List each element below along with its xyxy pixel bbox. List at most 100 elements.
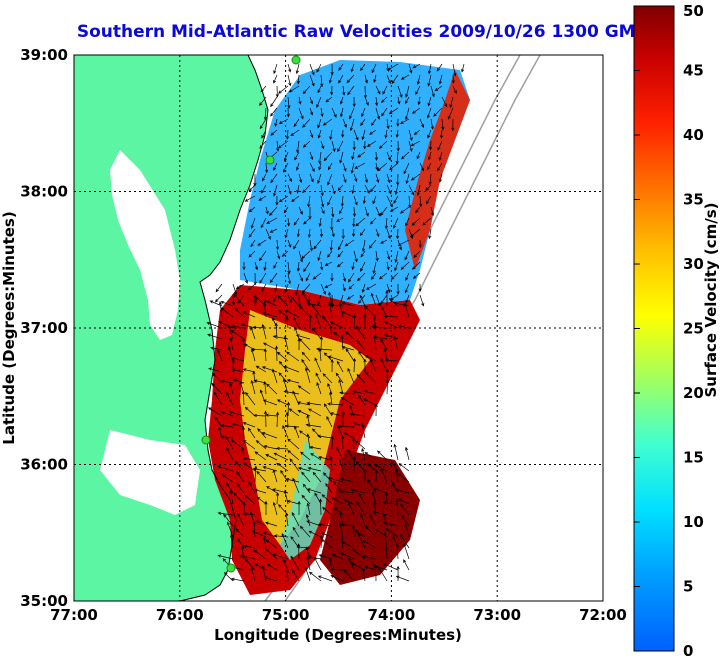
velocity-arrow: [312, 471, 322, 483]
velocity-arrow: [278, 195, 289, 203]
velocity-arrow: [263, 445, 278, 450]
velocity-arrow: [226, 447, 234, 461]
velocity-arrow: [261, 184, 267, 194]
velocity-arrow: [319, 228, 324, 238]
velocity-arrow: [209, 300, 223, 307]
velocity-arrow: [360, 250, 366, 258]
velocity-arrow: [207, 407, 223, 417]
velocity-arrow: [331, 206, 335, 218]
velocity-arrow: [375, 294, 381, 307]
velocity-arrow: [293, 118, 300, 128]
velocity-arrow: [242, 368, 256, 373]
velocity-arrow: [288, 408, 300, 417]
velocity-arrow: [364, 206, 369, 217]
velocity-arrow: [382, 85, 388, 95]
velocity-arrow: [335, 372, 344, 384]
velocity-arrow: [360, 261, 366, 272]
velocity-arrow: [309, 445, 322, 450]
velocity-arrow: [366, 283, 377, 290]
velocity-arrow: [397, 473, 410, 483]
velocity-arrow: [428, 228, 432, 240]
velocity-arrow: [233, 293, 245, 307]
velocity-arrow: [341, 345, 355, 351]
velocity-arrow: [305, 513, 311, 527]
grid-lines: [74, 55, 603, 601]
velocity-arrow: [419, 294, 425, 307]
velocity-arrow: [295, 162, 300, 171]
velocity-arrow: [425, 184, 432, 191]
velocity-arrow: [294, 151, 300, 161]
velocity-arrow: [338, 489, 355, 494]
velocity-arrow: [368, 239, 377, 249]
velocity-arrow: [352, 217, 356, 228]
velocity-arrow: [451, 74, 455, 85]
velocity-arrow: [306, 302, 322, 307]
velocity-arrow: [352, 437, 356, 450]
velocity-arrow: [228, 410, 245, 417]
velocity-arrow: [322, 118, 333, 126]
velocity-arrow: [372, 487, 388, 494]
velocity-arrow: [426, 107, 432, 119]
colorbar-tick-label: 25: [683, 320, 704, 338]
velocity-arrow: [340, 435, 345, 450]
velocity-arrow: [298, 96, 302, 105]
velocity-arrow: [438, 151, 443, 161]
velocity-arrow: [349, 107, 355, 120]
velocity-arrow: [275, 85, 279, 98]
velocity-arrow: [412, 63, 421, 69]
velocity-arrow: [287, 294, 292, 304]
velocity-arrow: [314, 357, 322, 373]
velocity-arrow: [361, 422, 366, 439]
velocity-arrow: [439, 129, 444, 139]
station-marker: [291, 55, 301, 65]
velocity-arrow: [292, 477, 300, 494]
velocity-arrow: [295, 334, 311, 340]
velocity-arrow: [380, 206, 388, 216]
velocity-arrow: [316, 63, 322, 73]
velocity-arrow: [331, 107, 337, 118]
y-tick-label: 38:00: [20, 183, 68, 201]
velocity-arrow: [327, 402, 344, 406]
velocity-arrow: [221, 474, 234, 483]
velocity-arrow: [287, 74, 292, 87]
velocity-arrow: [397, 239, 410, 246]
velocity-arrow: [301, 358, 311, 373]
velocity-arrow: [300, 451, 311, 461]
velocity-arrow: [361, 239, 366, 252]
velocity-arrow: [276, 140, 280, 152]
velocity-arrow: [410, 228, 421, 238]
velocity-arrow: [386, 261, 390, 271]
velocity-arrow: [352, 357, 357, 373]
velocity-arrow: [430, 206, 435, 217]
velocity-arrow: [296, 140, 300, 154]
velocity-arrow: [329, 455, 333, 472]
velocity-arrow: [250, 217, 256, 229]
velocity-arrow: [225, 435, 234, 450]
velocity-arrow: [386, 151, 391, 161]
velocity-arrow: [254, 465, 258, 483]
velocity-arrow: [395, 129, 399, 138]
velocity-arrow: [378, 272, 388, 280]
velocity-arrow: [356, 374, 366, 384]
velocity-arrow: [351, 525, 356, 538]
velocity-arrow: [327, 382, 333, 395]
velocity-arrow: [250, 348, 256, 362]
velocity-arrow: [328, 557, 333, 571]
velocity-arrow: [378, 140, 388, 149]
velocity-arrow: [411, 261, 421, 270]
velocity-arrow: [363, 390, 377, 395]
velocity-arrow: [329, 129, 333, 141]
velocity-arrow: [363, 140, 367, 150]
velocity-arrow: [241, 323, 256, 329]
velocity-arrow: [273, 63, 278, 75]
velocity-arrow: [350, 63, 355, 73]
velocity-arrow: [353, 173, 358, 183]
velocity-arrow: [438, 173, 443, 183]
velocity-arrow: [358, 350, 366, 362]
hf-radar-stations: [201, 55, 301, 573]
velocity-arrow: [372, 510, 388, 516]
velocity-arrow: [417, 96, 421, 106]
velocity-arrow: [418, 283, 422, 292]
velocity-arrow: [329, 567, 344, 572]
velocity-arrow: [386, 283, 391, 293]
